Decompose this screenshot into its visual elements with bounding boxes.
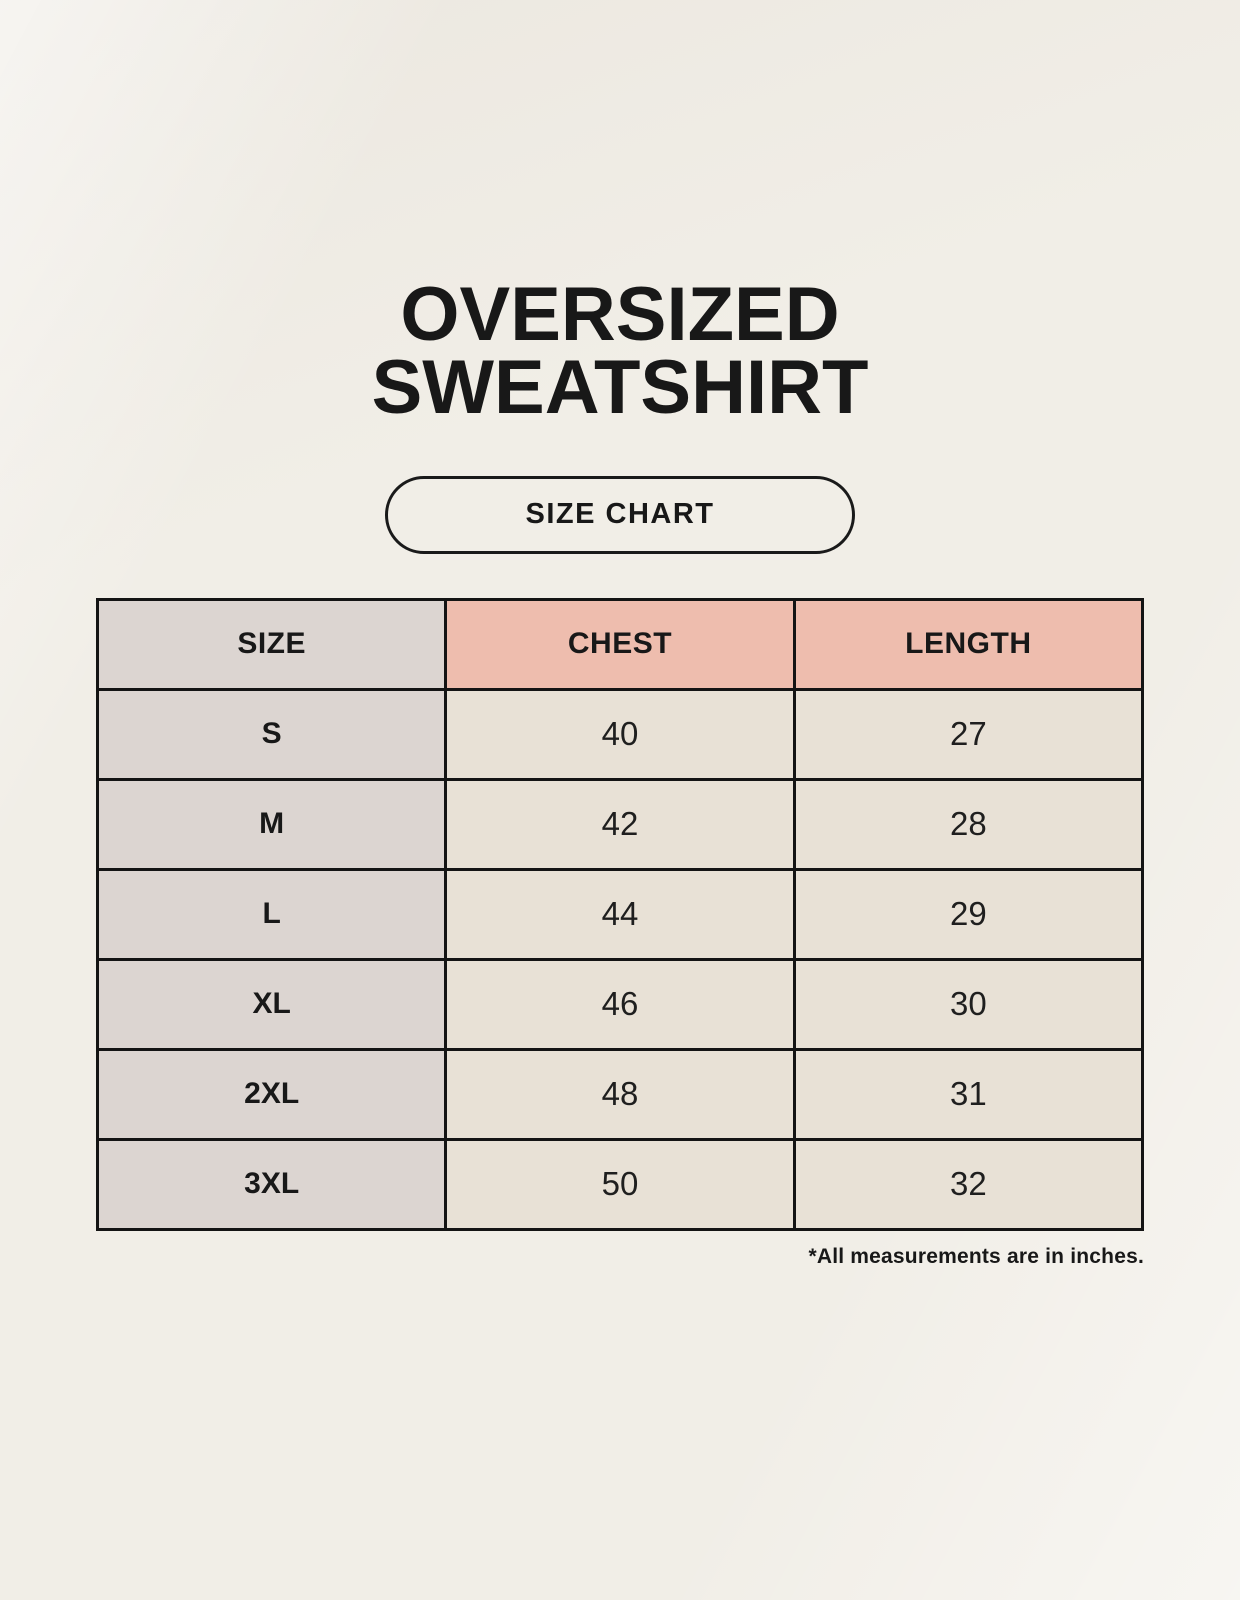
table-row-m: M 42 28 [95, 777, 1145, 871]
row-label-s: S [95, 687, 448, 781]
cell-length-m: 28 [792, 777, 1145, 871]
cell-length-xl: 30 [792, 957, 1145, 1051]
cell-length-l: 29 [792, 867, 1145, 961]
column-header-size: SIZE [95, 597, 448, 691]
column-header-chest: CHEST [444, 597, 796, 691]
cell-chest-s: 40 [444, 687, 796, 781]
column-header-length: LENGTH [792, 597, 1145, 691]
cell-chest-m: 42 [444, 777, 796, 871]
size-table-body: S 40 27 M 42 28 L 44 29 XL 46 30 2XL 48 [95, 687, 1145, 1231]
row-label-xl: XL [95, 957, 448, 1051]
page-title-line-1: OVERSIZED [400, 271, 840, 357]
header-row: SIZE CHEST LENGTH [95, 597, 1145, 691]
row-label-2xl: 2XL [95, 1047, 448, 1141]
table-row-l: L 44 29 [95, 867, 1145, 961]
cell-chest-l: 44 [444, 867, 796, 961]
table-row-xl: XL 46 30 [95, 957, 1145, 1051]
size-chart-button-label: SIZE CHART [525, 498, 715, 531]
size-table-header: SIZE CHEST LENGTH [95, 597, 1145, 691]
table-row-3xl: 3XL 50 32 [95, 1137, 1145, 1231]
cell-length-2xl: 31 [792, 1047, 1145, 1141]
row-label-m: M [95, 777, 448, 871]
row-label-3xl: 3XL [95, 1137, 448, 1231]
page-title-line-2: SWEATSHIRT [371, 344, 869, 430]
page-title: OVERSIZED SWEATSHIRT [0, 51, 1240, 425]
measurements-footnote: *All measurements are in inches. [808, 1244, 1144, 1268]
cell-chest-3xl: 50 [444, 1137, 796, 1231]
table-row-s: S 40 27 [95, 687, 1145, 781]
size-chart-button[interactable]: SIZE CHART [385, 475, 855, 554]
cell-chest-2xl: 48 [444, 1047, 796, 1141]
cell-length-s: 27 [792, 687, 1145, 781]
cell-length-3xl: 32 [792, 1137, 1145, 1231]
row-label-l: L [95, 867, 448, 961]
size-table: SIZE CHEST LENGTH S 40 27 M 42 28 L 44 2… [95, 597, 1145, 1231]
table-row-2xl: 2XL 48 31 [95, 1047, 1145, 1141]
cell-chest-xl: 46 [444, 957, 796, 1051]
